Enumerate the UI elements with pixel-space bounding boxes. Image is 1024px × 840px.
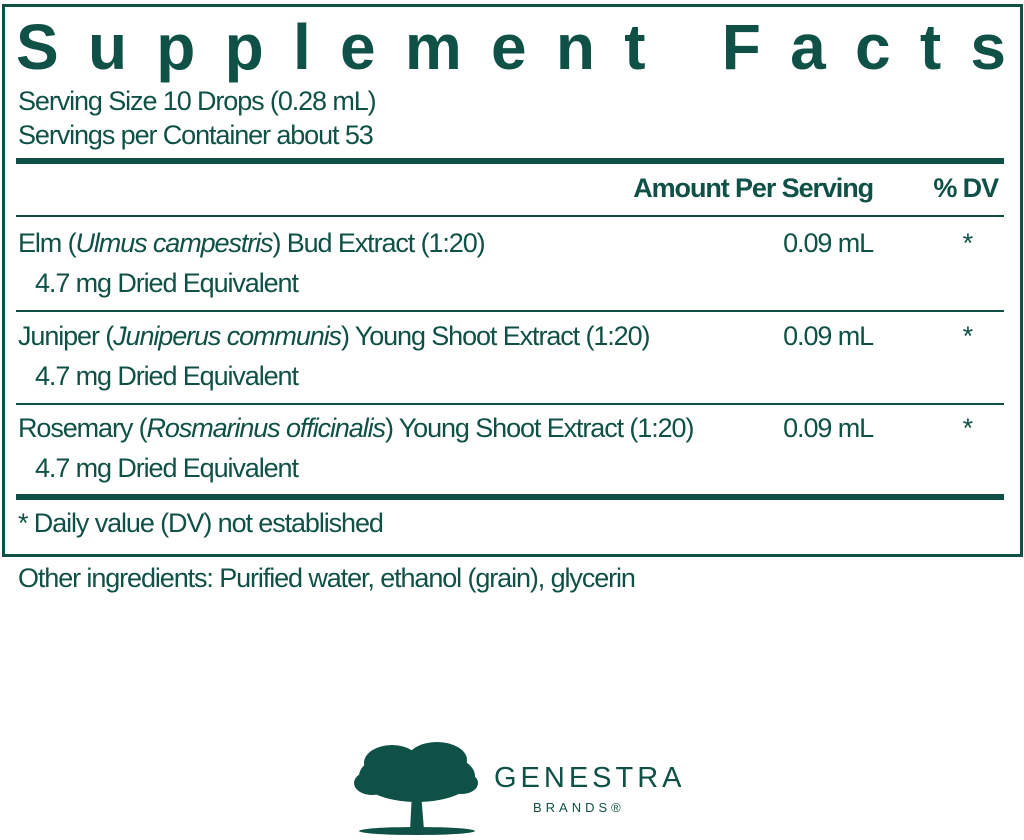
ingredient-extract: ) Young Shoot Extract (1:20) bbox=[384, 413, 695, 443]
title-letter bbox=[675, 14, 693, 80]
ingredient-common-name: Juniper ( bbox=[18, 321, 114, 351]
tree-icon bbox=[354, 742, 478, 835]
brand-name: GENESTRA bbox=[494, 762, 686, 794]
ingredient-name: Juniper (Juniperus communis) Young Shoot… bbox=[18, 321, 651, 351]
amount-header: Amount Per Serving bbox=[633, 173, 874, 203]
brand-sub: BRANDS® bbox=[533, 800, 625, 815]
ingredient-amount: 0.09 mL bbox=[783, 413, 874, 443]
divider-thick bbox=[16, 158, 1004, 164]
divider bbox=[16, 403, 1004, 405]
title-letter: e bbox=[491, 11, 527, 83]
ingredient-extract: ) Bud Extract (1:20) bbox=[272, 228, 485, 258]
title-letter: t bbox=[919, 11, 942, 83]
serving-size: Serving Size 10 Drops (0.28 mL) bbox=[18, 86, 377, 116]
ingredient-dv: * bbox=[962, 413, 974, 443]
servings-per-container: Servings per Container about 53 bbox=[18, 120, 374, 150]
ingredient-extract: ) Young Shoot Extract (1:20) bbox=[340, 321, 651, 351]
footnote: * Daily value (DV) not established bbox=[18, 508, 384, 538]
title-letter: u bbox=[87, 11, 128, 83]
ingredient-equivalent: 4.7 mg Dried Equivalent bbox=[35, 361, 299, 391]
ingredient-latin-name: Rosmarinus officinalis bbox=[146, 413, 387, 443]
ingredient-latin-name: Juniperus communis bbox=[113, 321, 342, 351]
title-letter: p bbox=[156, 11, 196, 83]
ingredient-dv: * bbox=[962, 228, 974, 258]
title-letter: c bbox=[854, 11, 891, 83]
title-letter: F bbox=[721, 11, 761, 83]
title-letter: S bbox=[16, 11, 59, 83]
ingredient-common-name: Elm ( bbox=[18, 228, 77, 258]
title-letter: p bbox=[224, 11, 264, 83]
title-letter: t bbox=[624, 11, 646, 83]
ingredient-equivalent: 4.7 mg Dried Equivalent bbox=[35, 268, 299, 298]
divider bbox=[16, 215, 1004, 217]
divider-thick bbox=[16, 494, 1004, 500]
title-letter: a bbox=[790, 11, 826, 83]
ingredient-amount: 0.09 mL bbox=[783, 321, 874, 351]
title-letter: e bbox=[340, 11, 376, 83]
divider bbox=[16, 310, 1004, 312]
ingredient-equivalent: 4.7 mg Dried Equivalent bbox=[35, 453, 299, 483]
other-ingredients: Other ingredients: Purified water, ethan… bbox=[18, 563, 636, 593]
ingredient-name: Rosemary (Rosmarinus officinalis) Young … bbox=[18, 413, 695, 443]
ingredient-common-name: Rosemary ( bbox=[18, 413, 148, 443]
ingredient-latin-name: Ulmus campestris bbox=[75, 228, 274, 258]
ingredient-amount: 0.09 mL bbox=[783, 228, 874, 258]
title-letter: n bbox=[555, 11, 595, 83]
ingredient-name: Elm (Ulmus campestris) Bud Extract (1:20… bbox=[18, 228, 486, 258]
ingredient-dv: * bbox=[962, 321, 974, 351]
title-letter: m bbox=[404, 11, 462, 83]
supplement-facts-panel bbox=[2, 4, 1023, 557]
title-letter: s bbox=[970, 11, 1006, 83]
title-letter: l bbox=[292, 11, 311, 83]
dv-header: % DV bbox=[933, 173, 999, 203]
